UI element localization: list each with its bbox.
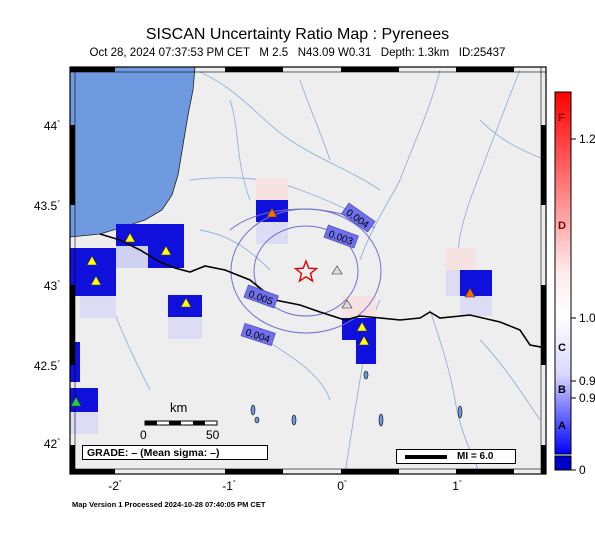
scale-end: 50 bbox=[206, 428, 220, 442]
colorbar-value-1: 1.2 bbox=[579, 132, 595, 146]
triangle-icon bbox=[358, 335, 370, 346]
triangle-icon bbox=[90, 275, 102, 286]
lat-label-44: 44° bbox=[43, 119, 60, 133]
star-icon bbox=[293, 259, 319, 283]
lat-label-43: 43° bbox=[43, 279, 60, 293]
triangle-icon bbox=[464, 287, 476, 298]
colorbar-value-5: 0 bbox=[579, 463, 586, 477]
grade-label-d: D bbox=[558, 220, 566, 232]
mi-line-symbol bbox=[405, 455, 447, 459]
triangle-icon bbox=[160, 245, 172, 256]
lon-label-minus2: -2° bbox=[108, 479, 122, 493]
triangle-icon bbox=[331, 265, 343, 275]
border-line bbox=[159, 261, 546, 349]
grade-label-f: F bbox=[558, 112, 565, 124]
grade-box: GRADE: – (Mean sigma: –) bbox=[82, 445, 268, 460]
scale-start: 0 bbox=[140, 428, 147, 442]
colorbar-value-2: 1.0 bbox=[579, 311, 595, 325]
grade-label-c: C bbox=[558, 342, 566, 354]
triangle-icon bbox=[356, 321, 368, 332]
colorbar-value-3: 0.9 bbox=[579, 374, 595, 388]
contour-lines bbox=[229, 208, 382, 334]
lakes bbox=[250, 370, 463, 427]
scale-bar bbox=[144, 420, 218, 426]
contour-labels bbox=[240, 202, 376, 347]
triangle-icon bbox=[266, 207, 278, 218]
triangle-icon bbox=[124, 232, 136, 243]
triangle-icon bbox=[86, 255, 98, 266]
map-subtitle: Oct 28, 2024 07:37:53 PM CET M 2.5 N43.0… bbox=[89, 47, 506, 59]
grade-label-b: B bbox=[558, 384, 566, 396]
lat-label-42: 42° bbox=[43, 437, 60, 451]
mi-legend: MI = 6.0 bbox=[396, 449, 516, 464]
frame-ticks bbox=[69, 66, 547, 475]
stations bbox=[70, 207, 476, 407]
lon-label-minus1: -1° bbox=[222, 479, 236, 493]
triangle-icon bbox=[180, 297, 192, 308]
lon-label-1: 1° bbox=[452, 479, 462, 493]
scale-unit: km bbox=[170, 400, 188, 415]
lat-label-43-5: 43.5° bbox=[33, 199, 60, 213]
map-title: SISCAN Uncertainty Ratio Map : Pyrenees bbox=[145, 26, 450, 43]
mi-label: MI = 6.0 bbox=[457, 451, 494, 462]
colorbar bbox=[554, 91, 576, 471]
triangle-icon bbox=[341, 299, 353, 309]
triangle-icon bbox=[70, 396, 82, 407]
lat-label-42-5: 42.5° bbox=[33, 359, 60, 373]
lon-label-0: 0° bbox=[337, 479, 347, 493]
grade-label-a: A bbox=[558, 420, 566, 432]
colorbar-value-4: 0.9 bbox=[579, 391, 595, 405]
footer-text: Map Version 1 Processed 2024-10-28 07:40… bbox=[72, 500, 266, 509]
